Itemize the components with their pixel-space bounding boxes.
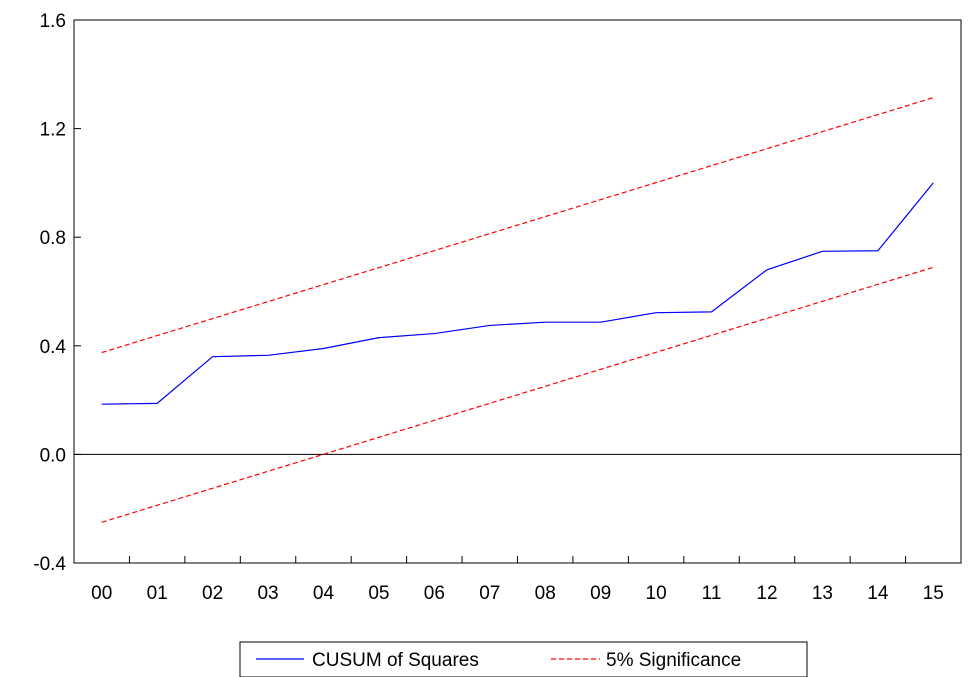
x-tick-label: 00 — [91, 583, 112, 604]
x-tick-label: 14 — [867, 583, 889, 604]
series-layer — [101, 97, 934, 523]
upper-significance-line — [101, 97, 934, 354]
x-tick-label: 15 — [923, 583, 944, 604]
x-tick-label: 11 — [702, 583, 722, 604]
x-tick-label: 09 — [590, 583, 611, 604]
y-tick-label: 0.8 — [40, 228, 66, 249]
x-tick-label: 02 — [202, 583, 223, 604]
x-tick-label: 05 — [368, 583, 389, 604]
y-axis-ticks: -0.4 0.0 0.4 0.8 1.2 1.6 — [33, 11, 81, 575]
y-tick-label: 0.0 — [40, 445, 66, 466]
x-tick-label: 01 — [147, 583, 168, 604]
y-tick-label: 1.6 — [40, 11, 66, 32]
y-tick-label: -0.4 — [33, 554, 66, 575]
x-tick-label: 10 — [646, 583, 667, 604]
x-axis-ticks: 00 01 02 03 04 05 06 07 08 09 10 11 12 13 14 15 — [73, 556, 962, 604]
x-tick-label: 08 — [535, 583, 556, 604]
y-tick-label: 1.2 — [40, 120, 66, 141]
legend-box — [239, 641, 808, 677]
x-tick-label: 04 — [313, 583, 335, 604]
legend-label-cusum: CUSUM of Squares — [312, 650, 479, 671]
x-tick-label: 03 — [257, 583, 278, 604]
cusum-of-squares-line — [101, 182, 934, 405]
x-tick-label: 07 — [479, 583, 500, 604]
lower-significance-line — [101, 266, 934, 523]
y-tick-label: 0.4 — [40, 337, 67, 358]
legend-label-significance: 5% Significance — [606, 650, 741, 671]
x-tick-label: 06 — [424, 583, 445, 604]
plot-frame — [73, 19, 962, 564]
x-tick-label: 12 — [756, 583, 777, 604]
x-tick-label: 13 — [812, 583, 833, 604]
legend: CUSUM of Squares 5% Significance — [239, 641, 808, 677]
